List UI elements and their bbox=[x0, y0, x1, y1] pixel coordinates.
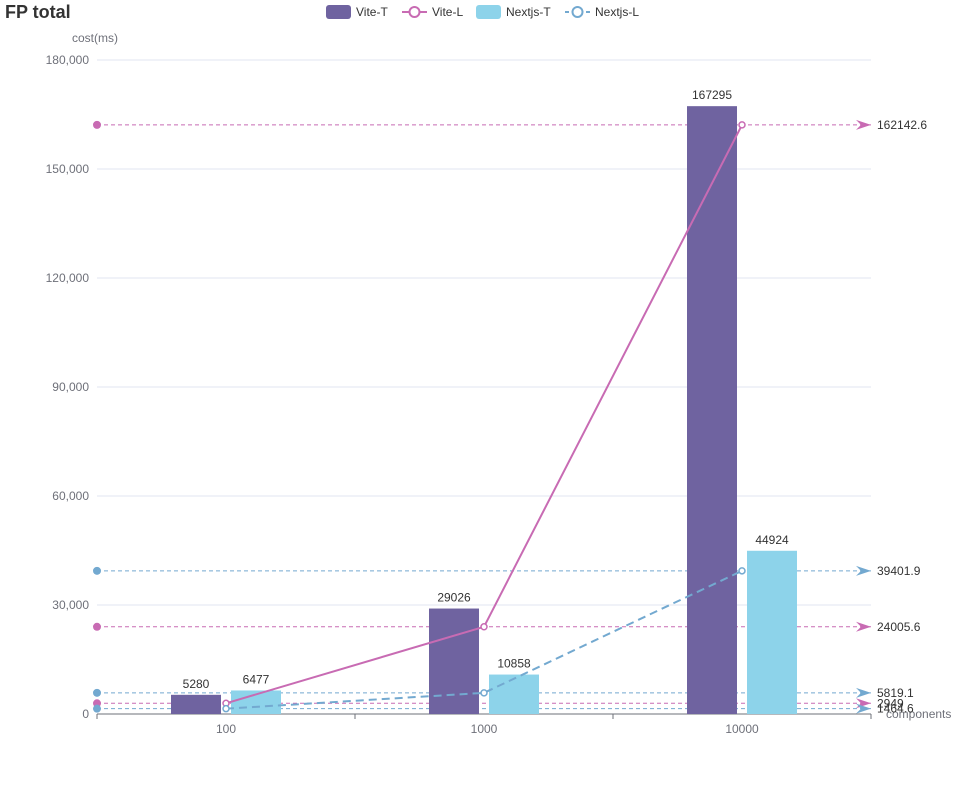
x-tick-label: 1000 bbox=[471, 722, 498, 736]
series-line-nextjs-l bbox=[226, 571, 742, 709]
legend-label: Nextjs-T bbox=[506, 5, 551, 19]
bar-value-label: 167295 bbox=[692, 88, 732, 102]
mark-line-start-dot bbox=[93, 623, 101, 631]
y-tick-label: 180,000 bbox=[46, 53, 90, 67]
mark-line-arrow bbox=[856, 566, 871, 576]
mark-line-arrow bbox=[856, 688, 871, 698]
legend-label: Vite-L bbox=[432, 5, 463, 19]
x-tick-label: 10000 bbox=[725, 722, 759, 736]
legend-swatch-vite-t bbox=[326, 5, 351, 19]
mark-line-arrow bbox=[856, 622, 871, 632]
legend-swatch-marker bbox=[410, 7, 420, 17]
mark-line-start-dot bbox=[93, 567, 101, 575]
bar-vite-t bbox=[429, 609, 479, 714]
legend-label: Nextjs-L bbox=[595, 5, 639, 19]
line-point bbox=[481, 690, 487, 696]
series-line-vite-l bbox=[226, 125, 742, 703]
mark-line-label: 39401.9 bbox=[877, 564, 921, 578]
mark-line-label: 162142.6 bbox=[877, 118, 927, 132]
bar-vite-t bbox=[687, 106, 737, 714]
bar-value-label: 10858 bbox=[497, 657, 531, 671]
line-point bbox=[481, 624, 487, 630]
y-tick-label: 150,000 bbox=[46, 162, 90, 176]
mark-line-label: 24005.6 bbox=[877, 620, 921, 634]
bar-value-label: 29026 bbox=[437, 591, 471, 605]
mark-line-start-dot bbox=[93, 705, 101, 713]
bar-value-label: 44924 bbox=[755, 533, 789, 547]
y-tick-label: 30,000 bbox=[52, 598, 89, 612]
bar-nextjs-t bbox=[747, 551, 797, 714]
line-point bbox=[739, 568, 745, 574]
y-axis-label: cost(ms) bbox=[72, 31, 118, 45]
bar-value-label: 6477 bbox=[243, 672, 270, 686]
line-point bbox=[739, 122, 745, 128]
y-tick-label: 90,000 bbox=[52, 380, 89, 394]
mark-line-label: 5819.1 bbox=[877, 686, 914, 700]
line-point bbox=[223, 706, 229, 712]
bar-nextjs-t bbox=[489, 675, 539, 714]
bar-vite-t bbox=[171, 695, 221, 714]
mark-line-start-dot bbox=[93, 121, 101, 129]
mark-line-label: 1464.6 bbox=[877, 702, 914, 716]
bar-value-label: 5280 bbox=[183, 677, 210, 691]
x-tick-label: 100 bbox=[216, 722, 236, 736]
legend-swatch-marker bbox=[573, 7, 583, 17]
legend-label: Vite-T bbox=[356, 5, 388, 19]
y-tick-label: 60,000 bbox=[52, 489, 89, 503]
mark-line-start-dot bbox=[93, 689, 101, 697]
mark-line-arrow bbox=[856, 120, 871, 130]
legend-swatch-nextjs-t bbox=[476, 5, 501, 19]
y-tick-label: 0 bbox=[82, 707, 89, 721]
y-tick-label: 120,000 bbox=[46, 271, 90, 285]
